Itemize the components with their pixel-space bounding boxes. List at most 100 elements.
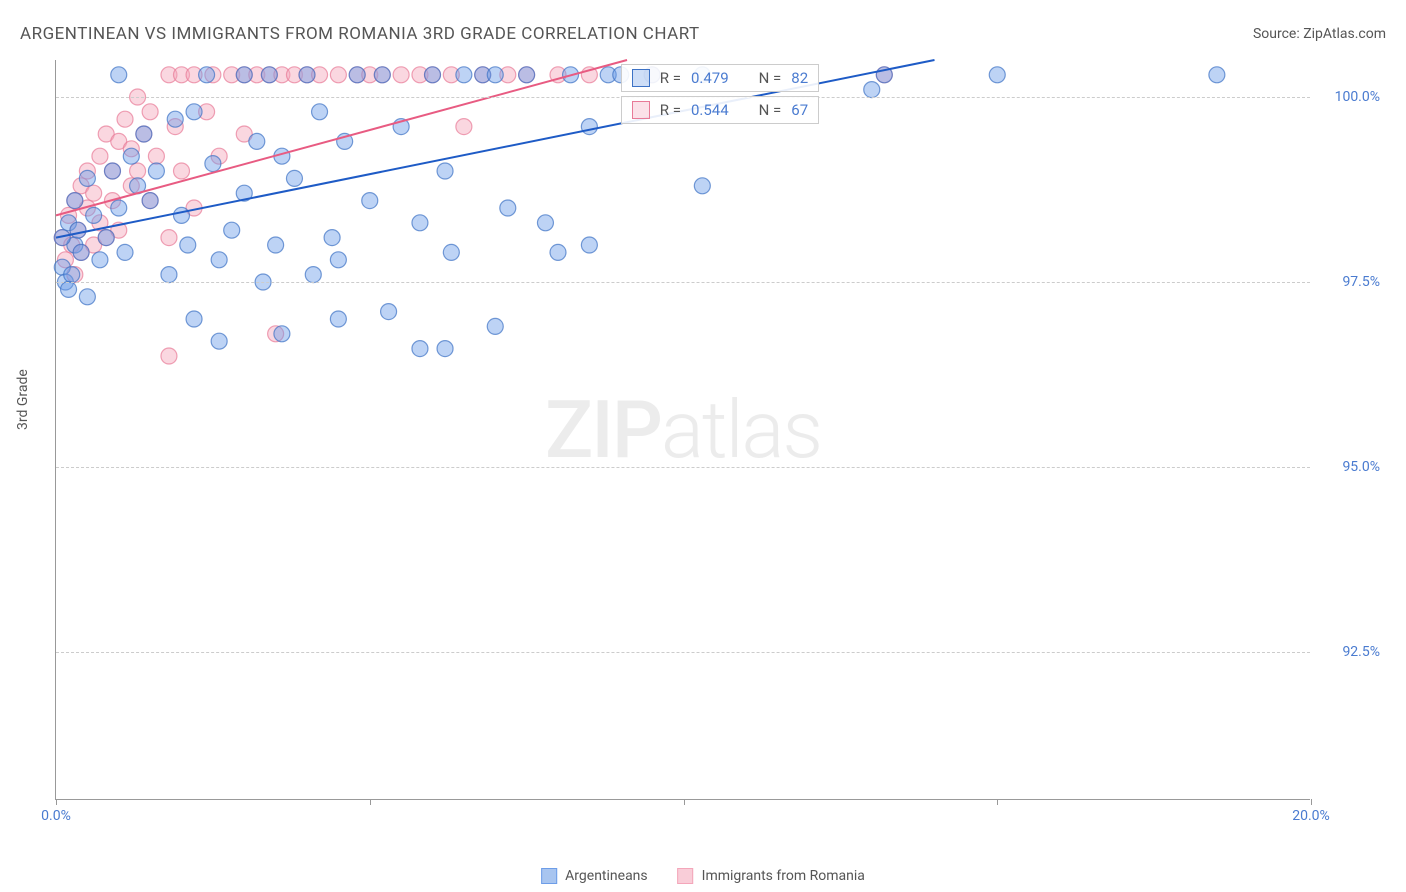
scatter-point <box>148 148 164 164</box>
n-value: 82 <box>791 69 808 87</box>
legend-swatch <box>678 868 694 884</box>
scatter-point <box>67 193 83 209</box>
scatter-point <box>299 67 315 83</box>
scatter-point <box>349 67 365 83</box>
scatter-point <box>274 326 290 342</box>
scatter-point <box>581 119 597 135</box>
scatter-point <box>161 348 177 364</box>
scatter-point <box>864 82 880 98</box>
scatter-point <box>174 163 190 179</box>
scatter-point <box>199 67 215 83</box>
scatter-point <box>330 252 346 268</box>
scatter-point <box>249 133 265 149</box>
n-label: N = <box>759 101 782 119</box>
scatter-point <box>381 304 397 320</box>
scatter-point <box>487 318 503 334</box>
scatter-point <box>211 252 227 268</box>
legend-label: Immigrants from Romania <box>702 868 865 884</box>
stats-swatch <box>632 69 650 87</box>
scatter-point <box>111 67 127 83</box>
scatter-point <box>161 230 177 246</box>
y-axis-label: 3rd Grade <box>15 369 31 430</box>
scatter-point <box>487 67 503 83</box>
chart-source: Source: ZipAtlas.com <box>1253 26 1386 42</box>
r-value: 0.544 <box>691 101 729 119</box>
legend-label: Argentineans <box>565 868 647 884</box>
scatter-point <box>330 311 346 327</box>
y-tick-label: 92.5% <box>1342 644 1380 660</box>
gridline <box>56 652 1310 653</box>
stats-box: R = 0.479 N = 82 <box>621 64 819 92</box>
scatter-point <box>61 281 77 297</box>
x-tick-mark <box>370 799 371 805</box>
scatter-point <box>142 193 158 209</box>
legend-item: Argentineans <box>541 868 647 884</box>
scatter-point <box>236 67 252 83</box>
scatter-point <box>261 67 277 83</box>
scatter-point <box>92 148 108 164</box>
scatter-point <box>989 67 1005 83</box>
gridline <box>56 467 1310 468</box>
scatter-point <box>412 341 428 357</box>
plot-area: ZIPatlas 92.5%95.0%97.5%100.0%0.0%20.0%R… <box>55 60 1310 800</box>
scatter-point <box>117 244 133 260</box>
scatter-point <box>167 111 183 127</box>
x-tick-mark <box>684 799 685 805</box>
x-tick-label: 20.0% <box>1292 808 1330 824</box>
scatter-point <box>500 200 516 216</box>
r-label: R = <box>660 101 681 119</box>
legend-item: Immigrants from Romania <box>678 868 865 884</box>
stats-swatch <box>632 101 650 119</box>
scatter-point <box>443 244 459 260</box>
scatter-point <box>186 311 202 327</box>
scatter-point <box>324 230 340 246</box>
scatter-point <box>694 178 710 194</box>
scatter-point <box>211 333 227 349</box>
scatter-point <box>205 156 221 172</box>
scatter-point <box>519 67 535 83</box>
scatter-point <box>98 230 114 246</box>
scatter-point <box>79 289 95 305</box>
scatter-point <box>581 237 597 253</box>
scatter-point <box>136 126 152 142</box>
scatter-point <box>174 207 190 223</box>
scatter-point <box>537 215 553 231</box>
scatter-point <box>104 163 120 179</box>
scatter-point <box>64 267 80 283</box>
x-tick-label: 0.0% <box>41 808 71 824</box>
r-label: R = <box>660 69 681 87</box>
legend-bottom: Argentineans Immigrants from Romania <box>541 868 865 884</box>
scatter-point <box>130 163 146 179</box>
scatter-point <box>312 104 328 120</box>
scatter-point <box>180 237 196 253</box>
r-value: 0.479 <box>691 69 729 87</box>
scatter-point <box>92 252 108 268</box>
stats-box: R = 0.544 N = 67 <box>621 96 819 124</box>
scatter-point <box>412 215 428 231</box>
gridline <box>56 282 1310 283</box>
scatter-point <box>148 163 164 179</box>
scatter-point <box>425 67 441 83</box>
scatter-point <box>362 193 378 209</box>
scatter-point <box>456 67 472 83</box>
scatter-point <box>86 207 102 223</box>
scatter-point <box>186 104 202 120</box>
chart-container: ZIPatlas 92.5%95.0%97.5%100.0%0.0%20.0%R… <box>55 60 1385 820</box>
y-tick-label: 97.5% <box>1342 274 1380 290</box>
y-tick-label: 95.0% <box>1342 459 1380 475</box>
x-tick-mark <box>997 799 998 805</box>
n-label: N = <box>759 69 782 87</box>
x-tick-mark <box>1311 799 1312 805</box>
scatter-point <box>437 341 453 357</box>
scatter-point <box>330 67 346 83</box>
scatter-point <box>550 244 566 260</box>
scatter-point <box>437 163 453 179</box>
scatter-point <box>224 222 240 238</box>
scatter-point <box>374 67 390 83</box>
legend-swatch <box>541 868 557 884</box>
n-value: 67 <box>791 101 808 119</box>
scatter-svg <box>56 60 1310 799</box>
scatter-point <box>393 67 409 83</box>
scatter-point <box>305 267 321 283</box>
scatter-point <box>111 200 127 216</box>
